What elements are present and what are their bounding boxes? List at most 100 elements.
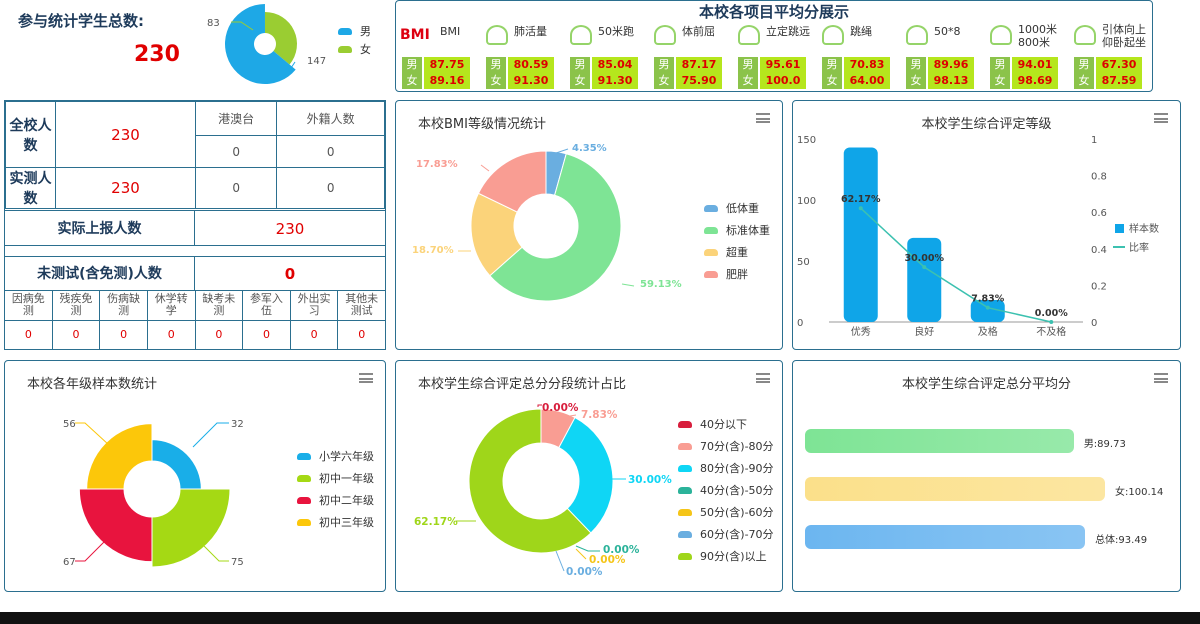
- legend-item[interactable]: 80分(含)-90分: [678, 457, 774, 479]
- legend-item[interactable]: 低体重: [704, 197, 770, 219]
- legend-item[interactable]: 标准体重: [704, 219, 770, 241]
- grade-bar[interactable]: [843, 147, 878, 322]
- avg-score-bar[interactable]: [805, 429, 1074, 453]
- female-tag: 女: [738, 73, 758, 89]
- y2-tick-label: 0.8: [1091, 172, 1107, 183]
- grade-sample-slice[interactable]: [151, 439, 202, 490]
- item-sport-icon: [822, 25, 844, 45]
- legend-label: 60分(含)-70分: [700, 528, 774, 541]
- reason-header: 残疾免测: [52, 291, 101, 321]
- legend-item[interactable]: 初中一年级: [297, 467, 374, 489]
- pie-slice-male[interactable]: [224, 4, 296, 84]
- legend-item[interactable]: 超重: [704, 241, 770, 263]
- grade-bar[interactable]: [907, 237, 942, 322]
- legend-item[interactable]: 60分(含)-70分: [678, 523, 774, 545]
- legend-swatch-icon: [704, 248, 718, 256]
- item-score-box: 男 87.75 女 89.16: [402, 57, 477, 89]
- bmi-slice[interactable]: [489, 153, 622, 302]
- grade-menu-icon[interactable]: [1154, 113, 1168, 123]
- pie-slice-female[interactable]: [265, 12, 297, 65]
- legend-label: 40分以下: [700, 418, 747, 431]
- grade-sample-slice[interactable]: [86, 423, 153, 490]
- bmi-slice[interactable]: [470, 192, 523, 277]
- grade-sample-value-label: 67: [63, 557, 76, 568]
- female-tag: 女: [654, 73, 674, 89]
- female-tag: 女: [822, 73, 842, 89]
- score-range-percent-label: 7.83%: [581, 409, 618, 421]
- score-range-percent-label: 0.00%: [542, 402, 579, 414]
- reason-header: 外出实习: [290, 291, 339, 321]
- grade-sample-menu-icon[interactable]: [359, 373, 373, 383]
- legend-item[interactable]: 小学六年级: [297, 445, 374, 467]
- male-count-label: 147: [307, 56, 326, 67]
- avg-score-bar[interactable]: [805, 525, 1086, 549]
- legend-item[interactable]: 50分(含)-60分: [678, 501, 774, 523]
- item-score-box: 男 94.01 女 98.69: [990, 57, 1065, 89]
- reason-value: 0: [338, 321, 386, 349]
- legend-label: 标准体重: [726, 224, 770, 237]
- legend-item[interactable]: 初中三年级: [297, 511, 374, 533]
- legend-item[interactable]: 肥胖: [704, 263, 770, 285]
- legend-swatch-icon: [704, 204, 718, 212]
- legend-item[interactable]: 40分以下: [678, 413, 774, 435]
- x-tick-label: 不及格: [1036, 325, 1066, 338]
- grade-bar[interactable]: [970, 300, 1005, 322]
- avg-score-panel: 本校学生综合评定总分平均分 男:89.73 女:100.14 总体:93.49: [792, 360, 1181, 592]
- legend-item[interactable]: 40分(含)-50分: [678, 479, 774, 501]
- bmi-menu-icon[interactable]: [756, 113, 770, 123]
- bmi-percent-label: 18.70%: [412, 245, 454, 256]
- legend-label: 初中二年级: [319, 494, 374, 507]
- hmt-value: 0: [194, 135, 278, 168]
- male-tag: 男: [402, 57, 422, 73]
- legend-item[interactable]: 90分(含)以上: [678, 545, 774, 567]
- legend-item[interactable]: 70分(含)-80分: [678, 435, 774, 457]
- item-label: 立定跳远: [766, 25, 810, 38]
- female-tag: 女: [570, 73, 590, 89]
- y2-tick-label: 0: [1091, 318, 1097, 329]
- legend-swatch-icon: [678, 486, 692, 494]
- y2-tick-label: 0.4: [1091, 245, 1107, 256]
- item-label: 体前屈: [682, 25, 715, 38]
- rate-label: 30.00%: [904, 253, 944, 264]
- rate-line: [860, 207, 1052, 323]
- legend-bar-label: 样本数: [1129, 222, 1159, 235]
- score-range-percent-label: 0.00%: [589, 554, 626, 566]
- male-score: 70.83: [844, 57, 890, 73]
- bmi-percent-label: 4.35%: [572, 143, 607, 154]
- grade-sample-slice[interactable]: [151, 488, 231, 568]
- y2-tick-label: 1: [1091, 135, 1097, 146]
- score-range-percent-label: 62.17%: [414, 516, 458, 528]
- avg-score-bar[interactable]: [805, 477, 1105, 501]
- y-tick-label: 100: [797, 196, 816, 207]
- grade-chart-panel: 本校学生综合评定等级 0 50 100 150 0 0.2 0.4 0.6 0.8 1 优秀 良好 及格…: [792, 100, 1181, 350]
- male-score: 94.01: [1012, 57, 1058, 73]
- legend-female[interactable]: 女: [338, 38, 371, 60]
- item-score-box: 男 87.17 女 75.90: [654, 57, 729, 89]
- item-label: 肺活量: [514, 25, 547, 38]
- y-tick-label: 50: [797, 257, 810, 268]
- untested-value: 0: [284, 265, 296, 283]
- score-range-slice[interactable]: [468, 408, 592, 554]
- summary-section: 参与统计学生总数: 230 83 147 男 女: [0, 0, 390, 92]
- legend-item[interactable]: 初中二年级: [297, 489, 374, 511]
- bmi-chart-panel: 本校BMI等级情况统计 4.35% 59.13% 18.70% 17.83% 低体重标…: [395, 100, 783, 350]
- score-range-slice[interactable]: [558, 416, 614, 534]
- gender-pie-chart: 83 147: [207, 4, 326, 84]
- untested-row: 未测试(含免测)人数 0: [5, 256, 385, 290]
- grade-sample-slice[interactable]: [78, 488, 153, 563]
- stats-table: 全校人数 230 港澳台 外籍人数 0 0 实测人数 230 0 0: [5, 101, 385, 209]
- avg-score-menu-icon[interactable]: [1154, 373, 1168, 383]
- female-score: 98.69: [1012, 73, 1058, 89]
- legend-male[interactable]: 男: [338, 20, 371, 42]
- female-score: 98.13: [928, 73, 974, 89]
- item-sport-icon: [906, 25, 928, 45]
- reason-value: 0: [196, 321, 244, 349]
- y2-tick-label: 0.2: [1091, 281, 1107, 292]
- female-score: 91.30: [508, 73, 554, 89]
- score-range-menu-icon[interactable]: [756, 373, 770, 383]
- bmi-slice[interactable]: [477, 150, 547, 213]
- avg-score-label: 总体:93.49: [1095, 535, 1148, 546]
- male-score: 87.75: [424, 57, 470, 73]
- grade-sample-legend: 小学六年级 初中一年级初中二年级初中三年级: [297, 445, 374, 533]
- item-sport-icon: [738, 25, 760, 45]
